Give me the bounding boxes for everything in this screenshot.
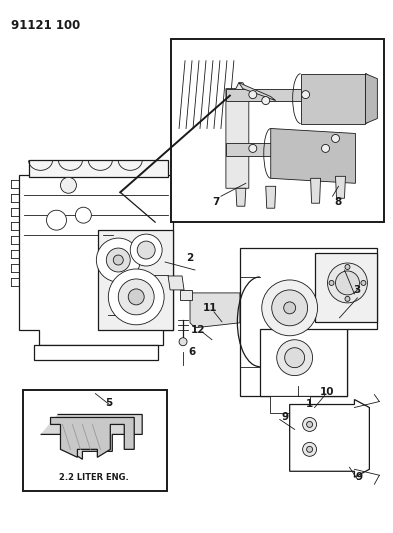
Polygon shape [226, 88, 331, 101]
Polygon shape [180, 290, 192, 300]
Polygon shape [226, 83, 249, 188]
Polygon shape [51, 417, 134, 457]
Polygon shape [290, 400, 369, 477]
Polygon shape [301, 74, 365, 124]
Text: 2: 2 [186, 253, 194, 263]
Polygon shape [236, 188, 246, 206]
Circle shape [336, 271, 360, 295]
Polygon shape [270, 395, 310, 414]
Circle shape [301, 91, 310, 99]
Polygon shape [314, 253, 377, 322]
Bar [23, 390, 167, 491]
Circle shape [345, 264, 350, 270]
Circle shape [118, 279, 154, 315]
Polygon shape [190, 293, 240, 328]
Text: 9: 9 [356, 472, 363, 482]
Circle shape [61, 177, 76, 193]
Polygon shape [98, 230, 173, 330]
Circle shape [107, 248, 130, 272]
Text: 91121 100: 91121 100 [11, 19, 80, 32]
Polygon shape [310, 179, 321, 203]
Polygon shape [365, 74, 377, 124]
Polygon shape [168, 276, 184, 290]
Text: 11: 11 [203, 303, 217, 313]
Circle shape [277, 340, 312, 376]
Circle shape [284, 302, 296, 314]
Circle shape [303, 442, 317, 456]
Text: 8: 8 [335, 197, 342, 207]
Polygon shape [266, 187, 276, 208]
Polygon shape [271, 128, 355, 183]
Text: 1: 1 [306, 399, 313, 408]
Circle shape [303, 417, 317, 431]
Circle shape [321, 144, 329, 152]
Circle shape [128, 289, 144, 305]
Text: 12: 12 [191, 325, 205, 335]
Polygon shape [40, 415, 142, 459]
Circle shape [307, 422, 312, 427]
Circle shape [249, 91, 257, 99]
Circle shape [285, 348, 305, 368]
Circle shape [130, 234, 162, 266]
Text: 5: 5 [106, 398, 113, 408]
Circle shape [75, 207, 92, 223]
Polygon shape [33, 345, 158, 360]
Text: 7: 7 [212, 197, 220, 207]
Text: 3: 3 [354, 285, 361, 295]
Circle shape [345, 296, 350, 301]
Polygon shape [18, 175, 173, 345]
Circle shape [272, 290, 308, 326]
Polygon shape [239, 83, 276, 101]
Circle shape [262, 280, 318, 336]
Polygon shape [336, 176, 345, 198]
Circle shape [361, 280, 366, 286]
Circle shape [249, 144, 257, 152]
Circle shape [307, 446, 312, 453]
Bar [171, 39, 384, 222]
Circle shape [332, 134, 340, 142]
Circle shape [108, 269, 164, 325]
Circle shape [137, 241, 155, 259]
Circle shape [179, 338, 187, 346]
Polygon shape [226, 143, 331, 156]
Polygon shape [29, 160, 168, 177]
Circle shape [262, 96, 270, 104]
Text: 10: 10 [320, 386, 335, 397]
Circle shape [96, 238, 140, 282]
Circle shape [113, 255, 123, 265]
Circle shape [46, 210, 66, 230]
Circle shape [329, 280, 334, 286]
Text: 2.2 LITER ENG.: 2.2 LITER ENG. [59, 473, 129, 482]
Circle shape [327, 263, 367, 303]
Polygon shape [240, 248, 377, 395]
Text: 9: 9 [281, 413, 288, 423]
Polygon shape [260, 329, 347, 395]
Text: 6: 6 [188, 346, 196, 357]
